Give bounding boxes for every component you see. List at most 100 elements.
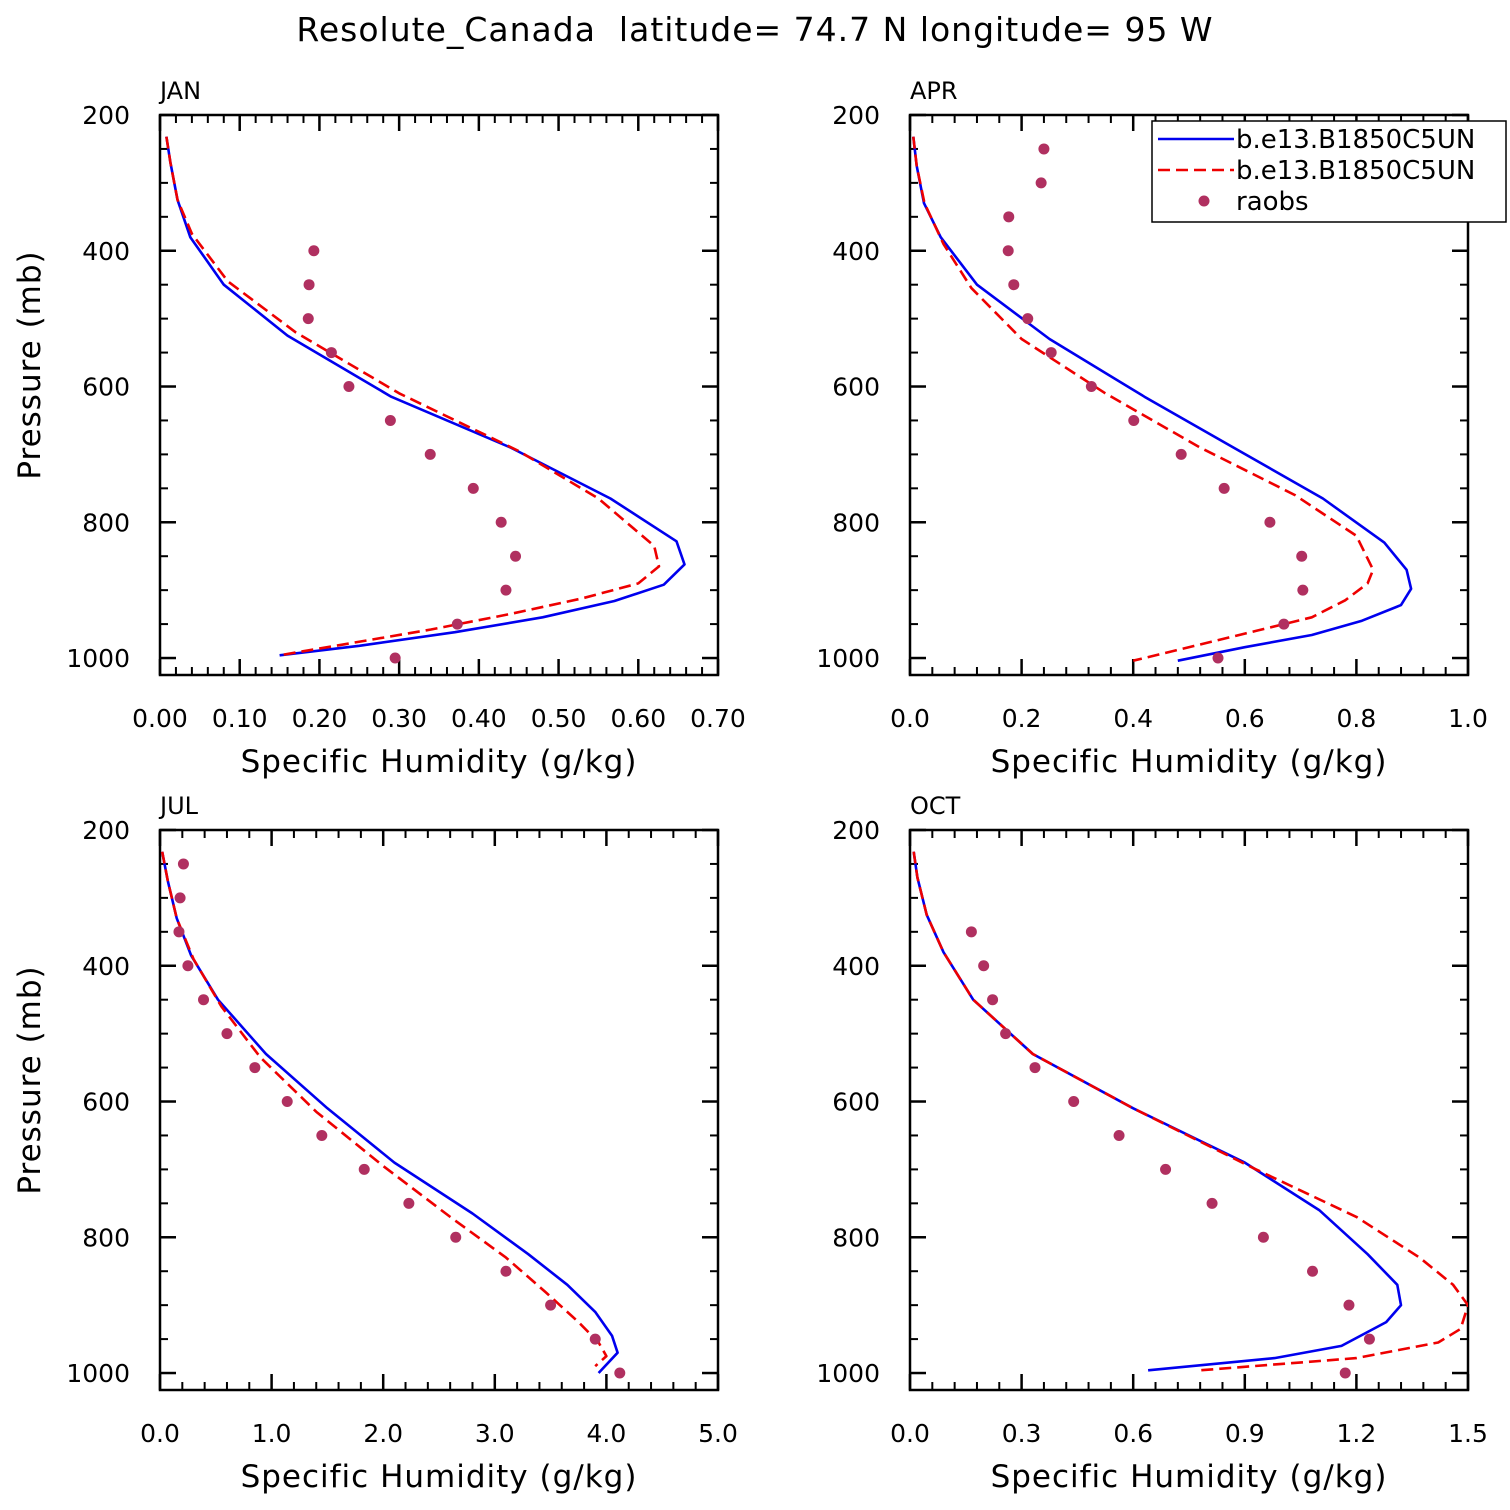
model2-series-line (160, 851, 608, 1368)
raobs-point (325, 347, 337, 359)
raobs-point (1113, 1129, 1125, 1141)
raobs-point (1343, 1299, 1355, 1311)
raobs-point (358, 1163, 370, 1175)
raobs-point (500, 584, 512, 596)
raobs-point (495, 516, 507, 528)
x-tick-label: 0.9 (1225, 1419, 1265, 1448)
panel-title: APR (910, 77, 958, 105)
legend-label: b.e13.B1850C5UN (1236, 156, 1475, 186)
x-tick-label: 0.50 (531, 704, 587, 733)
raobs-point (174, 892, 186, 904)
raobs-point (1029, 1062, 1041, 1074)
plot-frame (158, 113, 720, 677)
y-tick-label: 800 (82, 508, 130, 537)
chart-main-title: Resolute_Canada latitude= 74.7 N longitu… (296, 10, 1214, 49)
raobs-point (198, 994, 210, 1006)
x-tick-label: 0.70 (690, 704, 746, 733)
y-tick-label: 1000 (816, 644, 880, 673)
y-tick-label: 400 (832, 237, 880, 266)
y-tick-label: 600 (832, 1088, 880, 1117)
x-tick-label: 0.20 (292, 704, 348, 733)
raobs-point (1035, 177, 1047, 189)
plot-frame (908, 113, 1470, 677)
x-tick-label: 1.0 (252, 1419, 292, 1448)
raobs-point (173, 926, 185, 938)
raobs-point (1038, 143, 1050, 155)
raobs-point (978, 960, 990, 972)
plot-frame (158, 828, 720, 1392)
series-layer (165, 136, 686, 657)
raobs-point (1008, 279, 1020, 291)
raobs-point (1022, 313, 1034, 325)
x-tick-label: 0.30 (371, 704, 427, 733)
raobs-point (316, 1129, 328, 1141)
raobs-point (1002, 245, 1014, 257)
raobs-point (1363, 1333, 1375, 1345)
raobs-point (451, 618, 463, 630)
y-tick-label: 400 (82, 952, 130, 981)
x-tick-label: 0.4 (1113, 704, 1153, 733)
x-axis-label: Specific Humidity (g/kg) (991, 744, 1388, 780)
raobs-point (450, 1231, 462, 1243)
raobs-point (1068, 1096, 1080, 1108)
panel-title: OCT (910, 792, 961, 820)
raobs-point (510, 550, 522, 562)
y-tick-label: 800 (82, 1223, 130, 1252)
raobs-point (965, 926, 977, 938)
x-tick-label: 1.5 (1448, 1419, 1488, 1448)
x-tick-label: 0.2 (1002, 704, 1042, 733)
x-tick-label: 0.3 (1002, 1419, 1042, 1448)
raobs-point (545, 1299, 557, 1311)
raobs-point (1212, 652, 1224, 664)
raobs-point (1045, 347, 1057, 359)
y-tick-label: 400 (832, 952, 880, 981)
panel-jan: JAN 0.00 0.10 0.20 0.30 0.40 0.50 0.60 0.70 200 40… (12, 77, 746, 780)
panels-layer: JAN 0.00 0.10 0.20 0.30 0.40 0.50 0.60 0.70 200 40… (12, 77, 1488, 1495)
x-tick-label: 0.0 (890, 1419, 930, 1448)
x-axis-label: Specific Humidity (g/kg) (991, 1459, 1388, 1495)
y-tick-label: 200 (82, 816, 130, 845)
y-tick-label: 600 (82, 373, 130, 402)
x-tick-label: 0.60 (610, 704, 666, 733)
raobs-point (1206, 1197, 1218, 1209)
raobs-point (389, 652, 401, 664)
x-axis-label: Specific Humidity (g/kg) (241, 744, 638, 780)
y-tick-label: 800 (832, 508, 880, 537)
raobs-point (1128, 414, 1140, 426)
x-tick-label: 3.0 (475, 1419, 515, 1448)
raobs-point (1218, 482, 1230, 494)
series-layer (912, 136, 1413, 662)
raobs-point (1175, 448, 1187, 460)
y-tick-label: 1000 (66, 1359, 130, 1388)
model2-series-line (912, 136, 1375, 662)
y-axis-label: Pressure (mb) (12, 250, 48, 479)
model2-series-line (165, 136, 661, 657)
raobs-point (384, 414, 396, 426)
raobs-point (1085, 381, 1097, 393)
legend-label: b.e13.B1850C5UN (1236, 125, 1475, 155)
y-tick-label: 1000 (816, 1359, 880, 1388)
y-tick-label: 200 (832, 101, 880, 130)
panel-oct: OCT 0.0 0.3 0.6 0.9 1.2 1.5 200 400 600 800 1000 Spe… (816, 792, 1488, 1495)
panel-apr: APR 0.0 0.2 0.4 0.6 0.8 1.0 200 400 600 800 1000 Spe… (816, 77, 1488, 780)
y-tick-label: 200 (832, 816, 880, 845)
legend-label: raobs (1236, 187, 1309, 217)
raobs-point (424, 448, 436, 460)
panel-title: JUL (158, 792, 199, 820)
x-tick-label: 2.0 (363, 1419, 403, 1448)
raobs-point (1000, 1028, 1012, 1040)
raobs-point (221, 1028, 233, 1040)
legend-swatch-raobs (1198, 195, 1210, 207)
raobs-point (343, 381, 355, 393)
x-tick-label: 0.0 (140, 1419, 180, 1448)
y-tick-label: 600 (832, 373, 880, 402)
raobs-point (308, 245, 320, 257)
raobs-point (987, 994, 999, 1006)
y-axis-label: Pressure (mb) (12, 965, 48, 1194)
x-tick-label: 0.10 (212, 704, 268, 733)
raobs-point (182, 960, 194, 972)
raobs-point (403, 1197, 415, 1209)
raobs-point (303, 279, 315, 291)
